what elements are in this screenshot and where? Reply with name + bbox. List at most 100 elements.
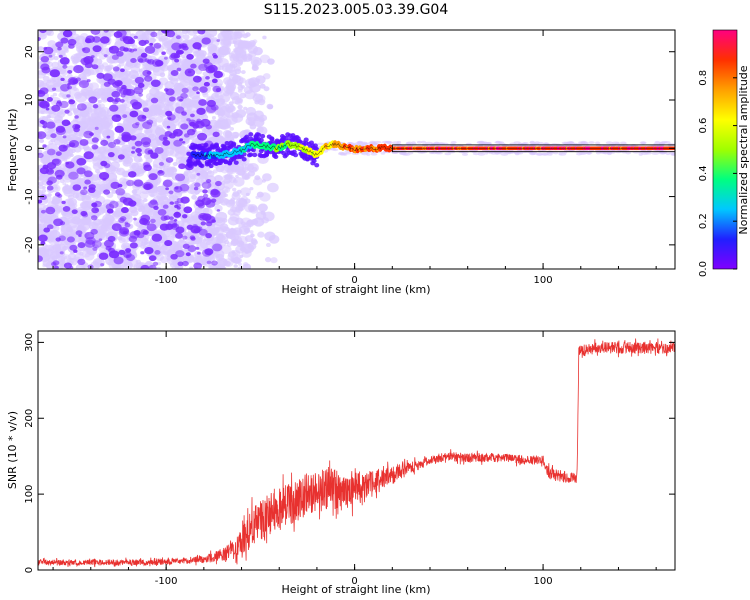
noise-blob <box>189 235 196 240</box>
noise-blob <box>83 55 94 64</box>
noise-blob <box>197 195 206 203</box>
noise-blob <box>94 126 99 130</box>
track-halo <box>199 163 205 169</box>
carrier-speckle <box>357 141 362 145</box>
noise-speckle <box>122 244 127 248</box>
noise-speckle <box>100 117 113 128</box>
noise-speckle <box>116 168 121 172</box>
carrier-speckle <box>658 151 667 155</box>
noise-blob <box>76 167 86 175</box>
noise-speckle <box>108 30 114 33</box>
noise-speckle <box>93 131 101 139</box>
noise-blob <box>65 161 75 169</box>
noise-blob <box>129 242 138 249</box>
colorbar-tick-label: 0.6 <box>698 118 709 134</box>
noise-blob <box>39 87 49 95</box>
noise-blob <box>59 57 70 65</box>
noise-blob <box>116 114 121 118</box>
noise-blob <box>215 87 222 93</box>
noise-speckle <box>226 79 237 87</box>
noise-speckle <box>183 98 194 108</box>
noise-speckle <box>53 56 59 61</box>
noise-blob <box>109 46 114 51</box>
noise-blob <box>62 135 67 139</box>
noise-blob <box>66 94 71 98</box>
noise-blob <box>38 36 41 42</box>
noise-blob <box>177 261 184 267</box>
noise-speckle <box>238 224 243 229</box>
noise-blob <box>133 230 141 236</box>
noise-speckle <box>91 156 99 162</box>
noise-speckle <box>224 227 230 232</box>
noise-blob <box>90 215 98 221</box>
carrier-speckle <box>461 153 469 156</box>
noise-speckle <box>51 61 60 69</box>
noise-speckle <box>211 116 216 120</box>
noise-blob <box>138 92 144 97</box>
noise-blob <box>127 38 135 45</box>
noise-blob <box>38 234 48 242</box>
noise-blob <box>88 187 96 194</box>
noise-speckle <box>111 189 117 194</box>
snr-line <box>38 338 675 568</box>
colorbar-tick-label: 0.0 <box>698 261 709 277</box>
noise-blob <box>67 38 77 46</box>
noise-blob <box>187 245 197 253</box>
noise-blob <box>131 122 139 129</box>
noise-speckle <box>156 266 162 269</box>
noise-speckle <box>240 187 252 197</box>
noise-speckle <box>228 101 234 106</box>
noise-blob <box>106 96 114 103</box>
noise-blob <box>162 136 168 141</box>
noise-blob <box>191 128 197 133</box>
carrier-band-outline <box>391 144 675 153</box>
noise-speckle <box>121 262 128 267</box>
noise-speckle <box>262 179 266 183</box>
carrier-speckle <box>630 143 637 147</box>
noise-blob <box>140 264 150 269</box>
y-tick-label: -20 <box>24 237 35 253</box>
noise-blob <box>64 109 70 114</box>
noise-blob <box>46 180 53 186</box>
track-halo <box>248 132 254 137</box>
noise-speckle <box>202 92 209 98</box>
track-halo <box>233 160 239 165</box>
noise-blob <box>131 150 135 154</box>
noise-speckle <box>110 166 116 171</box>
noise-blob <box>112 99 119 105</box>
noise-speckle <box>152 38 157 42</box>
noise-speckle <box>212 264 222 269</box>
y-tick-label: 300 <box>24 333 35 352</box>
noise-blob <box>146 119 154 125</box>
noise-speckle <box>227 216 239 226</box>
noise-speckle <box>86 211 94 218</box>
noise-blob <box>114 125 124 133</box>
noise-blob <box>148 264 157 269</box>
noise-blob <box>118 228 130 237</box>
noise-blob <box>146 223 157 232</box>
carrier-speckle <box>484 151 489 155</box>
track-halo <box>314 163 320 168</box>
noise-speckle <box>128 206 138 214</box>
noise-speckle <box>249 230 254 234</box>
noise-blob <box>212 54 218 59</box>
noise-blob <box>90 30 101 35</box>
noise-blob <box>131 146 136 150</box>
noise-speckle <box>244 130 250 135</box>
noise-blob <box>201 181 212 189</box>
noise-speckle <box>122 122 134 133</box>
noise-speckle <box>167 172 174 178</box>
noise-speckle <box>126 84 131 89</box>
noise-speckle <box>238 262 242 266</box>
carrier-speckle <box>400 152 409 155</box>
noise-blob <box>211 260 218 266</box>
noise-speckle <box>248 42 255 48</box>
noise-speckle <box>128 262 133 267</box>
snr-frame <box>37 330 676 571</box>
noise-blob <box>111 54 119 60</box>
noise-blob <box>116 86 123 92</box>
noise-blob <box>46 185 54 191</box>
noise-blob <box>69 244 78 251</box>
noise-blob <box>162 204 169 209</box>
